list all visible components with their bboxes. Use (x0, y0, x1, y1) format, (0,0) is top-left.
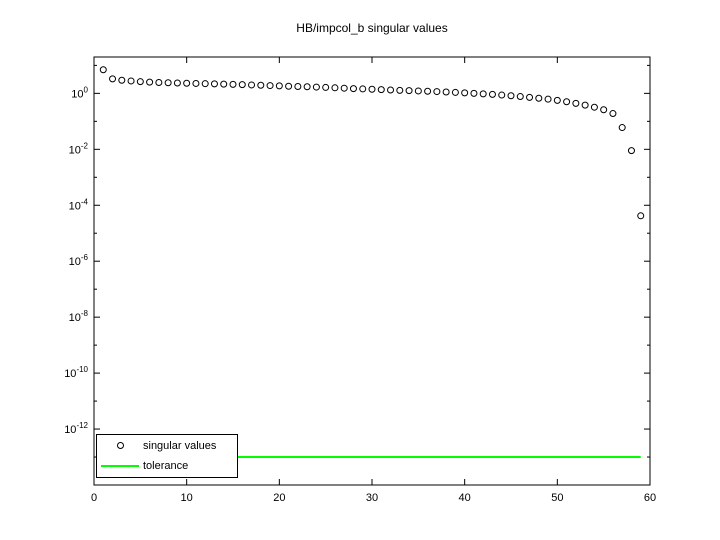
data-point (285, 82, 293, 90)
data-point (433, 88, 441, 96)
line-marker-icon (101, 465, 139, 468)
data-point (461, 89, 469, 97)
data-point (322, 83, 330, 91)
plot-area (93, 56, 651, 486)
legend-label-singular-values: singular values (143, 439, 217, 452)
data-point (590, 103, 598, 111)
data-point (544, 95, 552, 103)
data-point (155, 78, 163, 86)
y-tick-label: 10-12 (64, 421, 88, 436)
data-point (563, 98, 571, 106)
data-point (600, 106, 608, 114)
y-tick-label: 10-10 (64, 365, 88, 380)
y-tick-label: 10-4 (69, 197, 89, 212)
data-point (581, 101, 589, 109)
data-point (387, 86, 395, 94)
legend-label-tolerance: tolerance (143, 460, 189, 473)
data-point (424, 87, 432, 95)
data-point (201, 80, 209, 88)
data-point (349, 85, 357, 93)
data-point (572, 99, 580, 107)
data-point (192, 79, 200, 87)
x-tick-label: 0 (91, 492, 97, 504)
data-point (405, 87, 413, 95)
data-point (637, 212, 645, 220)
data-point (99, 66, 107, 74)
data-point (331, 84, 339, 92)
data-point (312, 83, 320, 91)
data-point (229, 80, 237, 88)
data-point (248, 81, 256, 89)
legend-sample-area (97, 442, 143, 450)
data-point (164, 79, 172, 87)
data-point (470, 89, 478, 97)
data-point (359, 85, 367, 93)
x-tick-label: 60 (644, 492, 656, 504)
data-point (146, 78, 154, 86)
data-point (275, 82, 283, 90)
data-point (210, 80, 218, 88)
legend-sample-area (97, 465, 143, 468)
data-point (303, 83, 311, 91)
data-point (257, 81, 265, 89)
data-point (127, 77, 135, 85)
data-point (507, 92, 515, 100)
data-point (340, 84, 348, 92)
data-point (516, 93, 524, 101)
legend: singular values tolerance (96, 434, 238, 478)
x-tick-label: 10 (181, 492, 193, 504)
x-tick-label: 40 (459, 492, 471, 504)
data-point (618, 124, 626, 132)
y-tick-label: 10-6 (69, 253, 89, 268)
y-tick-label: 100 (71, 85, 88, 100)
y-tick-label: 10-2 (69, 141, 89, 156)
x-tick-label: 30 (366, 492, 378, 504)
data-point (220, 80, 228, 88)
data-point (535, 94, 543, 102)
data-point (442, 88, 450, 96)
circle-marker-icon (116, 442, 124, 450)
data-point (377, 86, 385, 94)
data-point (451, 88, 459, 96)
data-point (109, 75, 117, 83)
data-point (266, 82, 274, 90)
data-point (414, 87, 422, 95)
data-point (294, 82, 302, 90)
legend-item-singular-values: singular values (97, 436, 237, 455)
x-tick-label: 20 (273, 492, 285, 504)
x-tick-label: 50 (551, 492, 563, 504)
legend-item-tolerance: tolerance (97, 457, 237, 476)
data-point (627, 147, 635, 155)
data-point (238, 81, 246, 89)
data-point (136, 78, 144, 86)
data-point (498, 91, 506, 99)
data-point (553, 96, 561, 104)
data-point (479, 90, 487, 98)
data-point (526, 93, 534, 101)
data-point (118, 76, 126, 84)
data-point (396, 86, 404, 94)
chart-title: HB/impcol_b singular values (296, 21, 448, 35)
data-point (183, 79, 191, 87)
data-point (173, 79, 181, 87)
data-point (488, 90, 496, 98)
data-point (609, 110, 617, 118)
data-point (368, 85, 376, 93)
y-tick-label: 10-8 (69, 309, 89, 324)
